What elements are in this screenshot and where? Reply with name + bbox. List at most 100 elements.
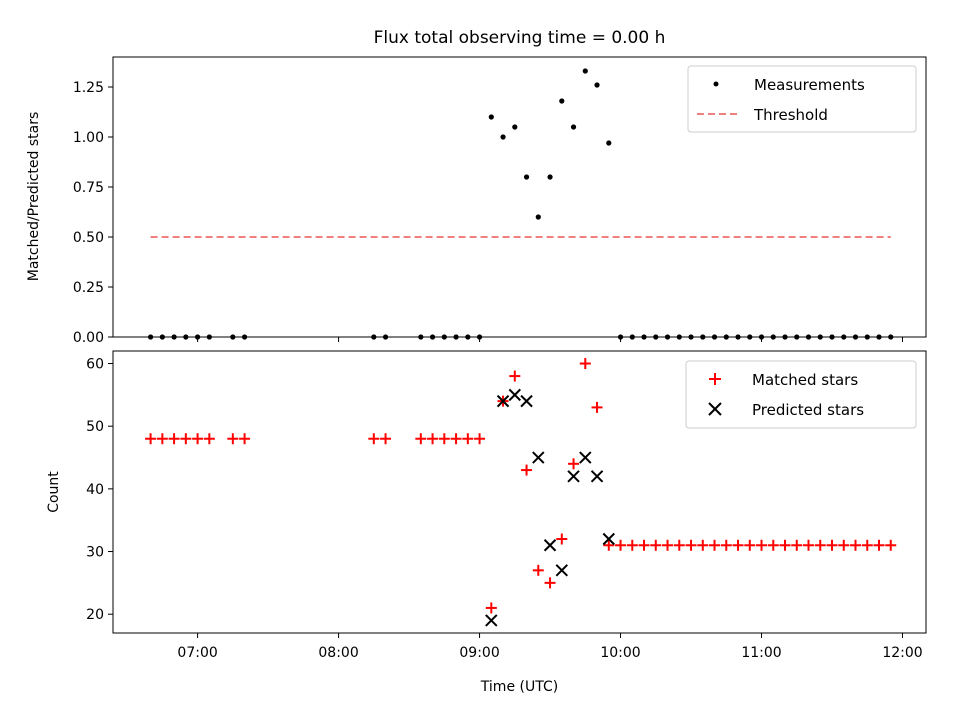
matched-star-marker (885, 539, 897, 551)
predicted-star-marker (567, 470, 580, 483)
top-y-tick-label: 1.25 (73, 80, 104, 96)
measurement-point (570, 124, 577, 130)
bottom-x-tick-label: 12:00 (882, 645, 922, 661)
predicted-star-stroke (496, 394, 510, 408)
matched-star-marker (626, 539, 638, 551)
matched-star-marker (427, 433, 439, 445)
bottom-x-tick-label: 07:00 (177, 645, 217, 661)
top-plot-marks (147, 68, 894, 340)
top-y-ticks: 0.00 0.25 0.50 0.75 1.00 1.25 (73, 80, 113, 346)
legend-matched-marker (709, 373, 721, 385)
bottom-x-ticks: 07:00 08:00 09:00 10:00 11:00 12:00 (177, 633, 923, 661)
matched-star-marker (532, 564, 544, 576)
measurement-point (535, 214, 541, 220)
legend-matched-label: Matched stars (752, 371, 858, 389)
matched-star-marker (192, 433, 204, 445)
bottom-legend-box (685, 360, 917, 429)
matched-star-marker (861, 539, 873, 551)
matched-star-marker (673, 539, 685, 551)
matched-star-marker (615, 539, 627, 551)
legend-measurements-label: Measurements (754, 76, 865, 94)
bottom-y-tick-label: 40 (86, 482, 104, 498)
matched-star-marker (438, 433, 450, 445)
matched-star-marker (145, 433, 157, 445)
top-legend: Measurements Threshold (687, 65, 917, 133)
top-y-tick-label: 0.50 (73, 230, 104, 246)
top-panel: Flux total observing time = 0.00 h Match… (26, 28, 927, 346)
predicted-star-stroke (579, 451, 592, 464)
predicted-star-stroke (602, 532, 615, 546)
matched-star-marker (203, 433, 215, 445)
measurement-point (500, 134, 506, 140)
top-y-tick-label: 0.75 (73, 180, 104, 196)
measurement-point (523, 174, 530, 180)
matched-star-marker (720, 539, 732, 551)
predicted-star-marker (485, 614, 498, 627)
matched-star-marker (521, 464, 533, 476)
predicted-star-stroke (532, 451, 545, 464)
bottom-x-tick-label: 08:00 (318, 645, 358, 661)
measurement-point (582, 68, 588, 74)
legend-predicted-marker (708, 402, 722, 416)
bottom-panel: Count Time (UTC) 20 30 40 50 60 07:00 08:00 09… (46, 350, 927, 695)
predicted-star-marker (520, 394, 533, 408)
predicted-star-marker (532, 451, 545, 464)
matched-star-marker (591, 401, 603, 413)
matched-star-marker (368, 433, 380, 445)
predicted-star-stroke (555, 564, 569, 577)
measurement-point (512, 124, 518, 130)
matched-star-marker (697, 539, 709, 551)
top-y-axis-label: Matched/Predicted stars (26, 112, 42, 282)
measurement-point (547, 174, 553, 180)
matched-star-marker (579, 358, 591, 370)
predicted-star-marker (579, 451, 592, 464)
matched-star-marker (239, 433, 251, 445)
matched-star-marker (568, 458, 580, 470)
top-chart-title: Flux total observing time = 0.00 h (374, 28, 666, 48)
matched-star-marker (180, 433, 192, 445)
matched-star-marker (838, 539, 850, 551)
matched-star-marker (415, 433, 427, 445)
bottom-plot-marks (145, 358, 897, 627)
bottom-y-tick-label: 30 (86, 545, 104, 561)
matched-star-marker (685, 539, 697, 551)
matched-star-marker (168, 433, 180, 445)
matched-star-marker (650, 539, 662, 551)
bottom-plot-frame (112, 350, 927, 634)
predicted-star-stroke (485, 614, 498, 627)
matched-star-marker (709, 539, 721, 551)
matched-star-marker (462, 433, 474, 445)
top-y-tick-label: 0.25 (73, 280, 104, 296)
top-legend-box (687, 65, 917, 133)
matched-star-marker (826, 539, 838, 551)
measurement-point (559, 98, 565, 104)
legend-threshold-label: Threshold (753, 106, 828, 124)
top-y-tick-label: 1.00 (73, 130, 104, 146)
matched-star-marker (744, 539, 756, 551)
matched-star-marker (556, 533, 568, 545)
matched-star-marker (756, 539, 768, 551)
matched-star-marker (227, 433, 239, 445)
bottom-y-axis-label: Count (46, 471, 62, 513)
predicted-star-stroke (508, 388, 522, 402)
matched-star-marker (474, 433, 486, 445)
predicted-star-marker (496, 394, 510, 408)
bottom-x-tick-label: 10:00 (600, 645, 640, 661)
legend-measurements-marker (713, 81, 719, 87)
predicted-star-marker (602, 532, 615, 546)
matched-star-marker (485, 602, 497, 614)
matched-star-marker (732, 539, 744, 551)
top-plot-frame (112, 56, 927, 338)
legend-predicted-label: Predicted stars (752, 401, 864, 419)
bottom-y-tick-label: 50 (86, 419, 104, 435)
top-y-tick-label: 0.00 (73, 330, 104, 346)
measurement-point (606, 140, 612, 146)
matched-star-marker (450, 433, 462, 445)
matched-star-marker (603, 539, 615, 551)
matched-star-marker (544, 577, 556, 589)
measurement-point (594, 82, 600, 88)
bottom-legend: Matched stars Predicted stars (685, 360, 917, 429)
measurement-point (488, 114, 494, 120)
predicted-star-marker (508, 388, 522, 402)
